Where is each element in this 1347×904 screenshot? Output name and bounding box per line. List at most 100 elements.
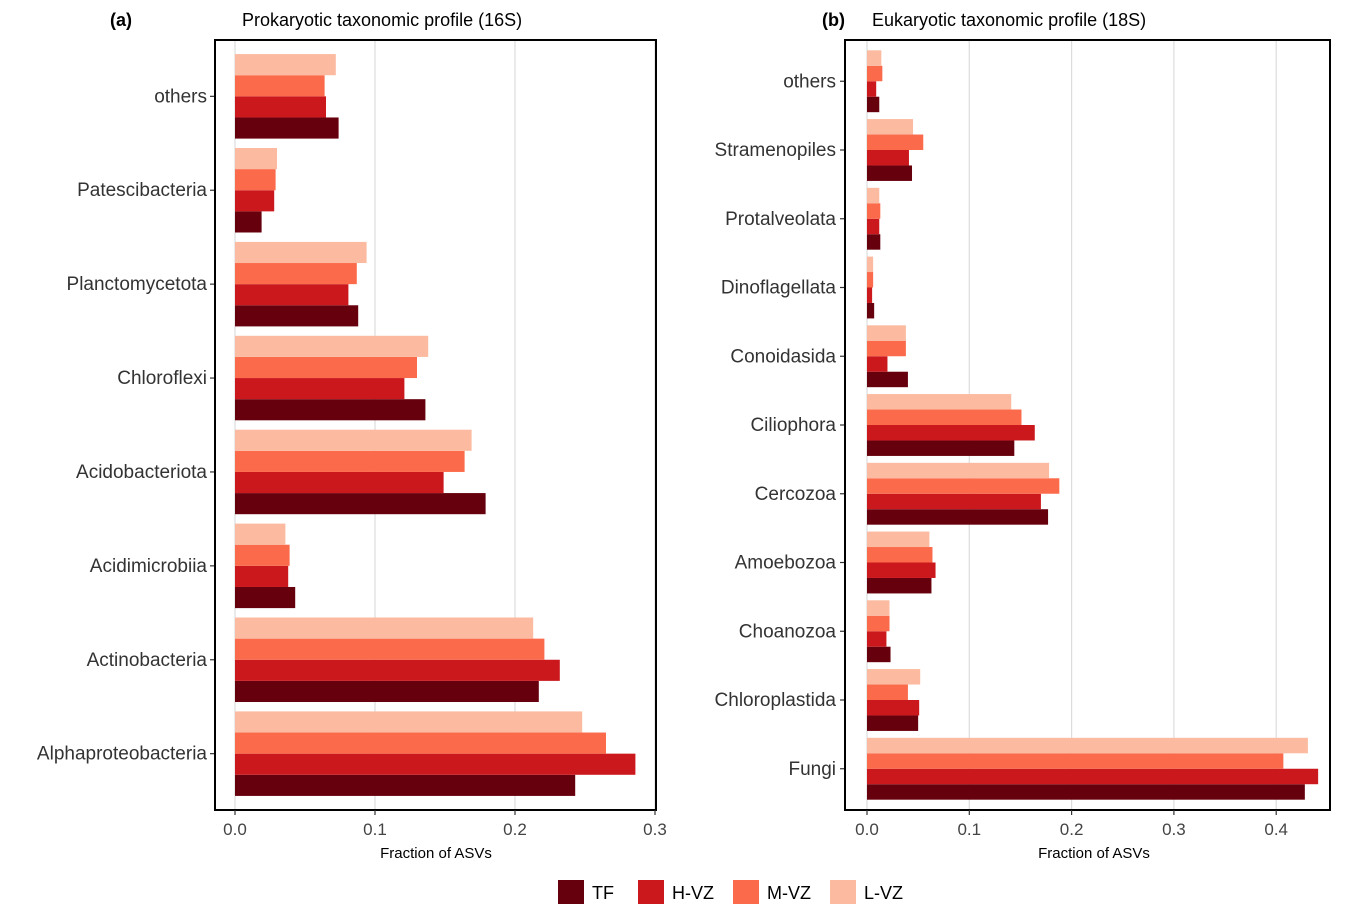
bar-b-dinoflagellata-h-vz xyxy=(867,287,873,303)
x-tick-label-b-3: 0.3 xyxy=(1162,820,1186,839)
bar-a-actinobacteria-m-vz xyxy=(235,638,545,660)
bar-b-cercozoa-l-vz xyxy=(867,462,1050,479)
category-label-a-7: Alphaproteobacteria xyxy=(37,744,207,765)
category-label-b-3: Dinoflagellata xyxy=(721,278,837,299)
panel-title-b: Eukaryotic taxonomic profile (18S) xyxy=(872,10,1146,30)
x-tick-label-b-0: 0.0 xyxy=(855,820,879,839)
legend-swatch-h-vz xyxy=(638,880,664,904)
legend-swatch-tf xyxy=(558,880,584,904)
bar-b-protalveolata-tf xyxy=(867,234,881,250)
bar-a-others-l-vz xyxy=(235,54,336,76)
legend: TF H-VZ M-VZ L-VZ xyxy=(558,880,903,904)
legend-label-h-vz: H-VZ xyxy=(672,883,714,903)
bar-b-cercozoa-m-vz xyxy=(867,478,1060,494)
bar-b-others-m-vz xyxy=(867,65,883,82)
bar-b-amoebozoa-tf xyxy=(867,577,932,594)
legend-swatch-l-vz xyxy=(830,880,856,904)
bar-b-chloroplastida-h-vz xyxy=(867,700,920,716)
bar-b-conoidasida-l-vz xyxy=(867,325,906,341)
x-tick-label-b-4: 0.4 xyxy=(1264,820,1288,839)
bar-a-acidobacteriota-l-vz xyxy=(235,429,472,451)
panel-a: (a) Prokaryotic taxonomic profile (16S) … xyxy=(37,10,667,862)
bar-a-actinobacteria-tf xyxy=(235,680,539,703)
category-label-a-1: Patescibacteria xyxy=(77,180,207,201)
bar-a-others-tf xyxy=(235,117,339,139)
bar-b-dinoflagellata-l-vz xyxy=(867,256,874,273)
bar-a-patescibacteria-tf xyxy=(235,211,262,233)
legend-label-l-vz: L-VZ xyxy=(864,883,903,903)
bar-a-chloroflexi-l-vz xyxy=(235,335,429,357)
category-label-a-0: others xyxy=(154,86,207,107)
bars-b xyxy=(867,50,1319,800)
category-label-a-4: Acidobacteriota xyxy=(76,462,207,483)
bar-b-ciliophora-tf xyxy=(867,440,1015,456)
legend-label-m-vz: M-VZ xyxy=(767,883,811,903)
bar-b-fungi-m-vz xyxy=(867,753,1284,769)
panel-label-a: (a) xyxy=(110,10,132,30)
bar-b-choanozoa-m-vz xyxy=(867,615,890,632)
bar-b-dinoflagellata-tf xyxy=(867,302,875,319)
bar-b-protalveolata-h-vz xyxy=(867,218,880,235)
bar-b-conoidasida-tf xyxy=(867,371,908,388)
bar-a-alphaproteobacteria-l-vz xyxy=(235,711,583,733)
bar-b-cercozoa-h-vz xyxy=(867,493,1041,510)
bar-b-choanozoa-tf xyxy=(867,646,891,663)
bar-a-planctomycetota-h-vz xyxy=(235,284,349,306)
bar-b-cercozoa-tf xyxy=(867,509,1049,525)
bar-b-ciliophora-l-vz xyxy=(867,394,1012,410)
legend-label-tf: TF xyxy=(592,883,614,903)
bar-b-protalveolata-m-vz xyxy=(867,203,881,219)
bar-a-planctomycetota-m-vz xyxy=(235,263,357,285)
bar-b-others-h-vz xyxy=(867,81,877,97)
category-label-b-1: Stramenopiles xyxy=(715,140,836,161)
bar-a-planctomycetota-tf xyxy=(235,305,359,327)
x-tick-label-b-2: 0.2 xyxy=(1060,820,1084,839)
panel-b: (b) Eukaryotic taxonomic profile (18S) F… xyxy=(715,10,1331,862)
bar-a-acidimicrobiia-h-vz xyxy=(235,565,289,587)
bar-a-others-h-vz xyxy=(235,96,326,118)
bar-b-amoebozoa-m-vz xyxy=(867,547,933,563)
bar-b-dinoflagellata-m-vz xyxy=(867,272,874,288)
bar-a-acidobacteriota-m-vz xyxy=(235,450,465,472)
x-tick-label-a-3: 0.3 xyxy=(643,820,667,839)
category-label-b-5: Ciliophora xyxy=(750,415,836,436)
bar-a-planctomycetota-l-vz xyxy=(235,241,367,264)
category-label-a-3: Chloroflexi xyxy=(117,368,207,389)
category-label-a-2: Planctomycetota xyxy=(67,274,208,295)
bar-a-actinobacteria-h-vz xyxy=(235,659,560,681)
bars-a xyxy=(235,54,636,796)
bar-a-patescibacteria-m-vz xyxy=(235,169,276,191)
bar-a-acidimicrobiia-l-vz xyxy=(235,523,286,545)
bar-a-chloroflexi-m-vz xyxy=(235,356,417,379)
category-label-b-7: Amoebozoa xyxy=(735,553,837,574)
bar-b-stramenopiles-m-vz xyxy=(867,134,924,150)
category-label-a-5: Acidimicrobiia xyxy=(90,556,208,577)
bar-b-conoidasida-h-vz xyxy=(867,356,888,372)
bar-a-patescibacteria-l-vz xyxy=(235,147,277,170)
legend-swatch-m-vz xyxy=(733,880,759,904)
x-axis-label-a: Fraction of ASVs xyxy=(380,845,492,862)
bar-b-protalveolata-l-vz xyxy=(867,187,880,204)
x-tick-label-b-1: 0.1 xyxy=(957,820,981,839)
bar-b-stramenopiles-tf xyxy=(867,165,913,181)
bar-b-others-tf xyxy=(867,96,880,113)
bar-b-choanozoa-l-vz xyxy=(867,600,890,616)
plot-frame-b xyxy=(844,39,1331,811)
x-tick-label-a-1: 0.1 xyxy=(363,820,387,839)
bar-a-actinobacteria-l-vz xyxy=(235,617,534,639)
bar-a-acidobacteriota-h-vz xyxy=(235,471,444,494)
bar-b-others-l-vz xyxy=(867,50,882,66)
bar-a-acidimicrobiia-tf xyxy=(235,586,296,609)
category-label-b-6: Cercozoa xyxy=(755,484,837,505)
x-tick-label-a-2: 0.2 xyxy=(503,820,527,839)
category-label-b-2: Protalveolata xyxy=(725,209,836,230)
x-axis-label-b: Fraction of ASVs xyxy=(1038,845,1150,862)
category-label-b-9: Chloroplastida xyxy=(715,690,837,711)
bar-b-chloroplastida-m-vz xyxy=(867,684,908,700)
plot-frame-a xyxy=(214,39,657,811)
bar-a-alphaproteobacteria-h-vz xyxy=(235,753,636,775)
bar-a-chloroflexi-tf xyxy=(235,399,426,421)
bar-b-fungi-tf xyxy=(867,784,1305,800)
category-label-b-10: Fungi xyxy=(788,759,836,780)
